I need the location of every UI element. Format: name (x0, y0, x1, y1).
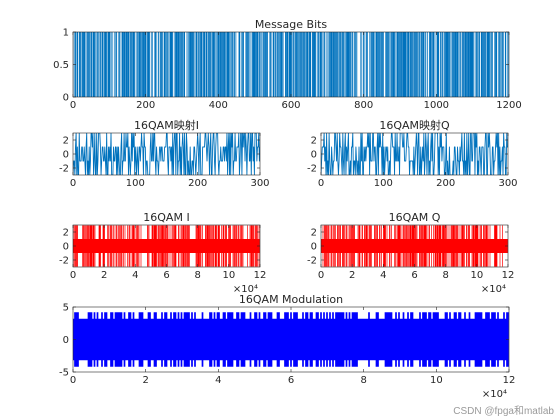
y-tick-label: 2 (63, 136, 69, 147)
x-tick-label: 10 (222, 270, 235, 281)
plot-area-modulation (73, 312, 509, 367)
x-exponent-label: ×10⁴ (233, 284, 258, 295)
x-tick-label: 1200 (496, 100, 521, 111)
x-tick-label: 12 (503, 375, 516, 386)
x-tick-label: 0 (318, 270, 324, 281)
x-tick-label: 0 (70, 178, 76, 189)
watermark: CSDN @fpga和matlab (453, 406, 554, 417)
x-tick-label: 600 (281, 100, 300, 111)
y-tick-label: 0 (311, 242, 317, 253)
y-tick-label: 0.5 (53, 60, 69, 71)
chart-title: Message Bits (255, 18, 328, 31)
y-tick-label: 0 (63, 335, 69, 346)
y-tick-label: 5 (63, 303, 69, 314)
chart-bits: 0 200 400 600 800 1000 1200 0 0.5 1 Message Bits (53, 18, 522, 111)
x-exponent-label: ×10⁴ (482, 389, 507, 400)
x-tick-label: 8 (360, 375, 366, 386)
x-tick-label: 6 (163, 270, 169, 281)
x-tick-label: 100 (374, 178, 393, 189)
waveform-modulation (73, 312, 509, 367)
x-tick-label: 10 (470, 270, 483, 281)
y-tick-label: -2 (59, 164, 69, 175)
plot-area-qam_i_map (73, 133, 260, 175)
x-tick-label: 1000 (424, 100, 449, 111)
waveform-qam_i (73, 225, 260, 267)
y-tick-label: 0 (311, 150, 317, 161)
x-tick-label: 300 (250, 178, 269, 189)
y-tick-label: 0 (63, 93, 69, 104)
x-tick-label: 100 (126, 178, 145, 189)
plot-area-qam_i (73, 225, 260, 267)
symbol-line-qam_i_map (73, 133, 260, 175)
chart-title: 16QAM映射I (134, 118, 199, 132)
x-tick-label: 12 (502, 270, 515, 281)
y-tick-label: -5 (59, 368, 69, 379)
x-tick-label: 4 (215, 375, 221, 386)
x-tick-label: 2 (349, 270, 355, 281)
x-tick-label: 0 (70, 270, 76, 281)
x-tick-label: 8 (442, 270, 448, 281)
x-tick-label: 200 (136, 100, 155, 111)
x-tick-label: 200 (188, 178, 207, 189)
y-tick-label: -2 (307, 164, 317, 175)
x-tick-label: 4 (380, 270, 386, 281)
chart-title: 16QAM I (143, 211, 189, 224)
y-tick-label: 0 (63, 150, 69, 161)
x-tick-label: 400 (209, 100, 228, 111)
x-tick-label: 300 (498, 178, 517, 189)
x-tick-label: 8 (194, 270, 200, 281)
x-exponent-label: ×10⁴ (481, 284, 506, 295)
waveform-qam_q (321, 225, 508, 267)
x-tick-label: 6 (288, 375, 294, 386)
x-tick-label: 0 (318, 178, 324, 189)
y-tick-label: 0 (63, 242, 69, 253)
x-tick-label: 0 (70, 100, 76, 111)
x-tick-label: 10 (430, 375, 443, 386)
x-tick-label: 2 (101, 270, 107, 281)
y-tick-label: 2 (311, 228, 317, 239)
y-tick-label: 2 (311, 136, 317, 147)
chart-title: 16QAM Q (389, 211, 441, 224)
y-tick-label: 1 (63, 28, 69, 39)
x-tick-label: 800 (354, 100, 373, 111)
plot-area-bits (73, 32, 509, 97)
x-tick-label: 200 (436, 178, 455, 189)
y-tick-label: -2 (59, 256, 69, 267)
x-tick-label: 4 (132, 270, 138, 281)
bits-bars (73, 32, 509, 97)
y-tick-label: 2 (63, 228, 69, 239)
plot-area-qam_q (321, 225, 508, 267)
y-tick-label: -2 (307, 256, 317, 267)
chart-title: 16QAM映射Q (379, 118, 450, 132)
plot-area-qam_q_map (321, 133, 508, 175)
x-tick-label: 0 (70, 375, 76, 386)
chart-title: 16QAM Modulation (239, 293, 343, 306)
symbol-line-qam_q_map (321, 133, 508, 175)
x-tick-label: 2 (142, 375, 148, 386)
x-tick-label: 12 (254, 270, 267, 281)
x-tick-label: 6 (411, 270, 417, 281)
